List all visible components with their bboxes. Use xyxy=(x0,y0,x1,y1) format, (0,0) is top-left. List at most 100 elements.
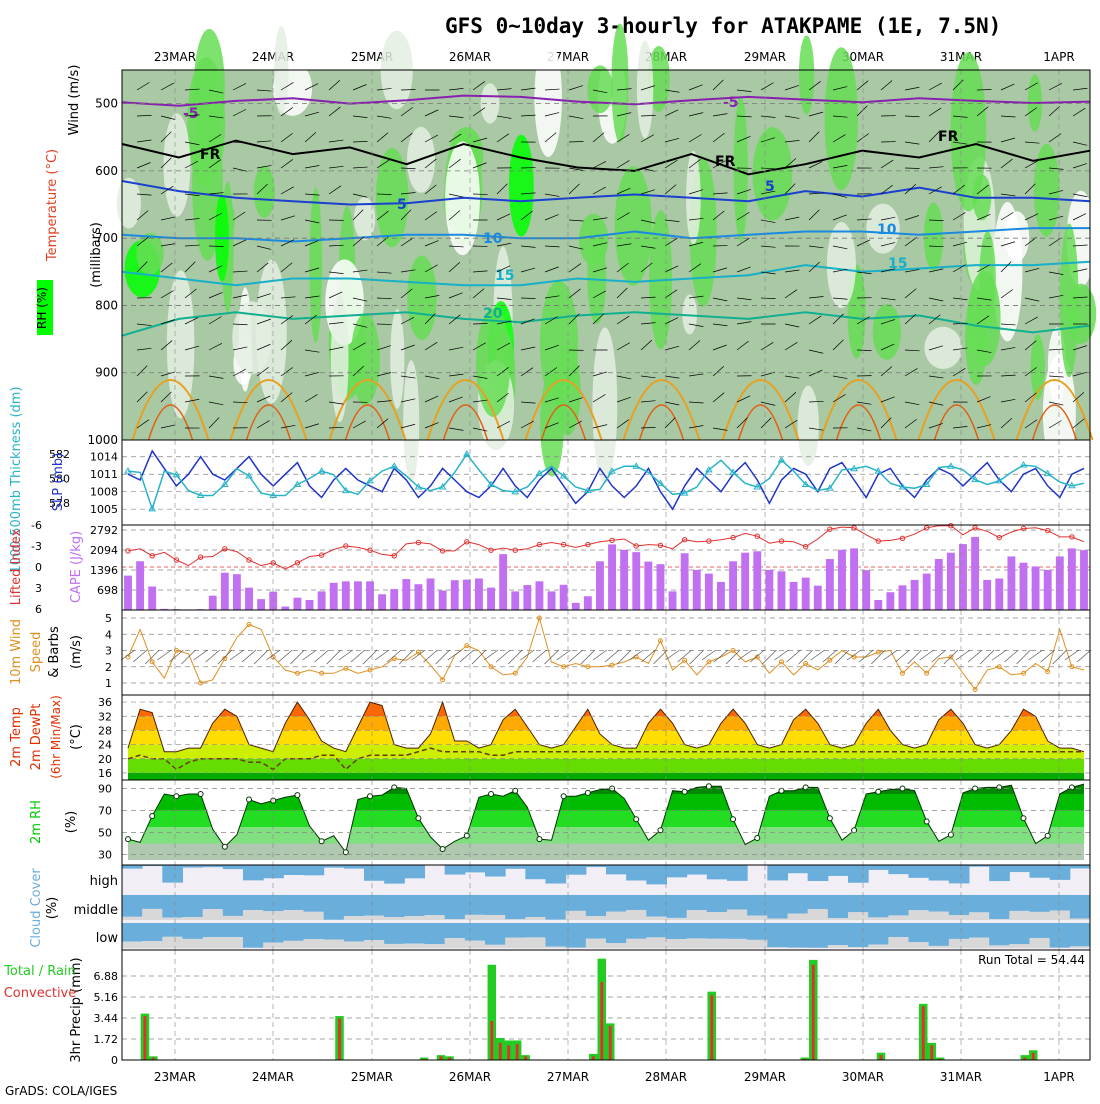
isotherm-label: 10 xyxy=(877,222,897,238)
rh-contour-fill xyxy=(611,24,628,143)
cape-bar xyxy=(1080,550,1088,610)
date-label-bottom: 26MAR xyxy=(449,1070,491,1084)
cloud-unit-label: (%) xyxy=(45,897,60,920)
rh-contour-fill xyxy=(825,47,858,190)
cloud-bar-gap xyxy=(1070,918,1091,920)
y-tick-label: 900 xyxy=(95,366,118,380)
rh-marker xyxy=(997,785,1002,790)
footer-credit: GrADS: COLA/IGES xyxy=(5,1084,117,1098)
cape-bar xyxy=(378,594,386,610)
surface-wind-barb xyxy=(496,650,510,662)
cloud-bar xyxy=(384,865,405,884)
cloud-bar xyxy=(828,923,849,945)
surface-wind-barb xyxy=(290,650,304,664)
slp-tick-label: 1005 xyxy=(90,503,118,516)
cloud-bar-gap xyxy=(727,909,748,920)
cloud-bar xyxy=(667,865,688,877)
cloud-bar xyxy=(888,923,909,937)
cloud-bar-gap xyxy=(969,912,990,920)
cape-tick-label: 698 xyxy=(97,584,118,597)
surface-wind-barb xyxy=(750,650,764,662)
cape-bar xyxy=(911,580,919,610)
cloud-bar-gap xyxy=(606,943,627,948)
cape-bar xyxy=(753,551,761,610)
surface-wind-barb xyxy=(787,650,801,662)
cloud-bar-gap xyxy=(122,917,143,920)
cape-bar xyxy=(947,553,955,610)
cape-bar xyxy=(366,581,374,610)
cloud-bar xyxy=(808,865,829,881)
isotherm-label: -5 xyxy=(183,106,199,122)
cape-bar xyxy=(669,591,677,610)
rh-marker xyxy=(489,792,494,797)
cloud-bar-gap xyxy=(384,917,405,920)
cloud-bar xyxy=(505,923,526,938)
cloud-bar xyxy=(384,895,405,917)
surface-wind-barb xyxy=(206,650,220,662)
rh-contour-fill xyxy=(753,127,793,220)
cloud-bar xyxy=(828,865,849,876)
cloud-bar xyxy=(465,865,486,872)
wind-label: Speed xyxy=(29,632,44,673)
wind-label: & Barbs xyxy=(47,626,62,678)
rh-contour-fill xyxy=(390,309,404,409)
cape-bar xyxy=(330,583,338,610)
cloud-bar xyxy=(788,895,809,914)
surface-wind-barb xyxy=(968,650,982,662)
cloud-bar-gap xyxy=(1030,938,1051,948)
cape-bar xyxy=(414,584,422,610)
cloud-bar xyxy=(445,865,466,875)
cloud-bar xyxy=(969,923,990,938)
rh-marker xyxy=(464,833,469,838)
rh-marker xyxy=(150,814,155,819)
precip-tick-label: 6.88 xyxy=(94,970,119,983)
cloud-bar xyxy=(304,923,325,939)
cloud-bar xyxy=(404,895,425,916)
temp-tick-label: 36 xyxy=(98,696,112,709)
date-label-top: 1APR xyxy=(1043,50,1074,64)
cloud-bar-gap xyxy=(1009,911,1030,920)
date-label-bottom: 25MAR xyxy=(351,1070,393,1084)
surface-wind-barb xyxy=(1077,650,1091,662)
cloud-bar xyxy=(1030,895,1051,912)
cloud-bar-gap xyxy=(223,916,244,920)
temp-band xyxy=(122,773,1090,780)
cape-bar xyxy=(536,581,544,610)
cape-bar xyxy=(814,586,822,610)
surface-wind-barb xyxy=(557,650,571,660)
cape-bar xyxy=(632,552,640,610)
isotherm-label: FR xyxy=(200,147,221,163)
cape-bar xyxy=(281,607,289,610)
cloud-bar xyxy=(263,865,284,878)
cape-bar xyxy=(790,582,798,610)
cloud-bar-gap xyxy=(808,909,829,920)
cloud-bar-gap xyxy=(263,911,284,920)
surface-wind-barb xyxy=(436,650,450,664)
cloud-bar xyxy=(868,923,889,945)
cape-bar xyxy=(1044,570,1052,610)
cape-bar xyxy=(826,559,834,610)
rh-contour-fill xyxy=(827,222,856,308)
date-label-top: 29MAR xyxy=(744,50,786,64)
rh-contour-fill xyxy=(117,178,141,229)
surface-wind-barb xyxy=(653,650,667,664)
rh-marker xyxy=(440,847,445,852)
cape-bar xyxy=(487,588,495,610)
precip-convective-bar xyxy=(516,1044,519,1060)
cloud-bar xyxy=(989,923,1010,945)
cape-bar xyxy=(511,591,519,610)
cloud-bar-gap xyxy=(142,909,163,920)
cloud-tick-label: low xyxy=(96,931,119,946)
cloud-bar xyxy=(767,895,788,919)
surface-wind-barb xyxy=(375,650,389,660)
cloud-bar-gap xyxy=(203,937,224,948)
cloud-bar xyxy=(909,895,930,910)
surface-wind-barb xyxy=(424,650,438,662)
cloud-bar-gap xyxy=(646,937,667,948)
temp-tick-label: 28 xyxy=(98,724,112,737)
cape-bar xyxy=(705,574,713,610)
upper-air-ylabel: (millibars) xyxy=(89,222,104,288)
cloud-bar xyxy=(727,923,748,939)
rh-contour-fill xyxy=(799,35,814,114)
rh-marker xyxy=(174,794,179,799)
